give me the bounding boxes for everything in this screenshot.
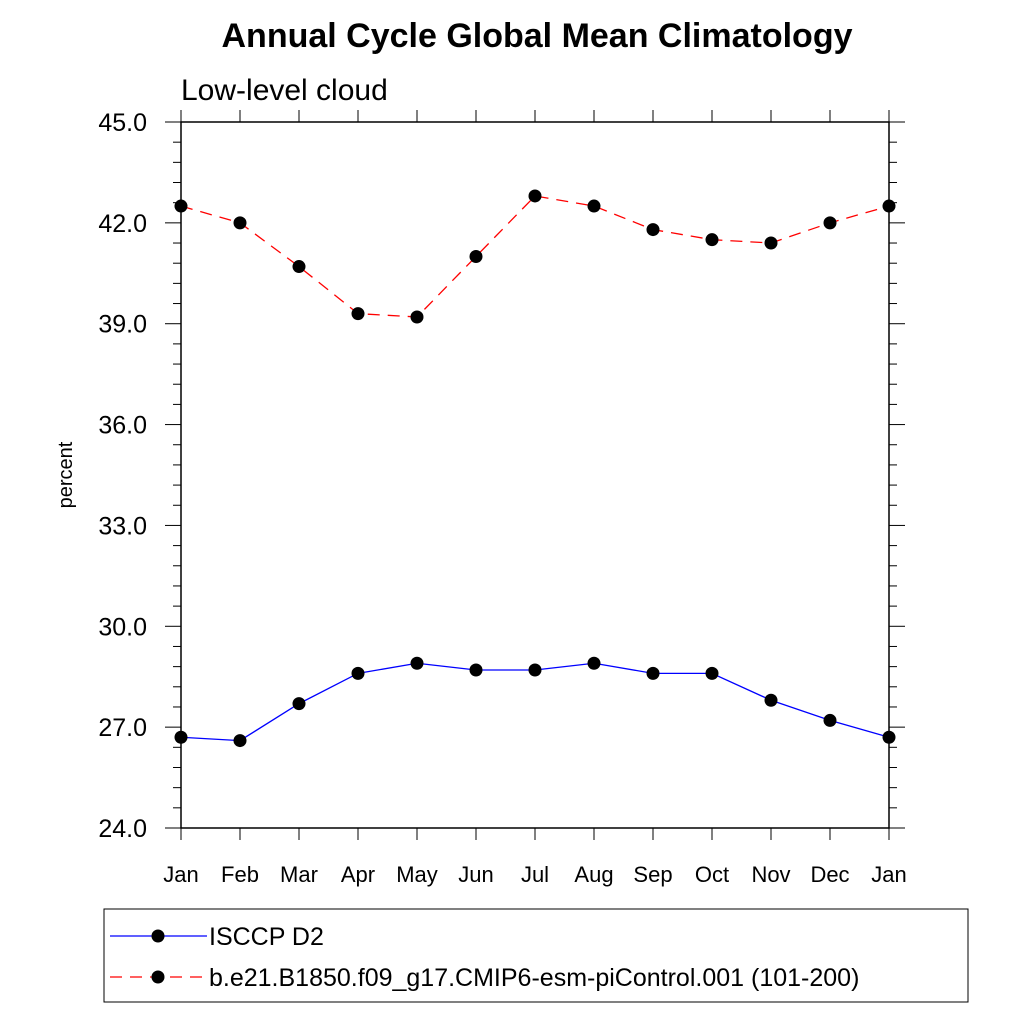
data-point-series-2: [823, 216, 837, 230]
data-point-series-2: [410, 310, 424, 324]
y-tick-label: 24.0: [98, 815, 147, 843]
y-tick-label: 42.0: [98, 210, 147, 238]
x-tick-label: Dec: [810, 862, 849, 887]
data-point-series-2: [174, 199, 188, 213]
data-point-series-2: [764, 236, 778, 250]
plot-frame: [180, 121, 890, 829]
legend-label-2: b.e21.B1850.f09_g17.CMIP6-esm-piControl.…: [209, 964, 859, 992]
x-tick-label: Oct: [695, 862, 729, 887]
legend-label-1: ISCCP D2: [209, 923, 324, 951]
x-axis-ticks: Jan Feb Mar Apr May Jun Jul Aug Sep Oct Nov Dec Jan: [163, 110, 907, 887]
x-tick-label: Feb: [221, 862, 259, 887]
data-point-series-1: [410, 656, 424, 670]
data-point-series-2: [646, 223, 660, 237]
x-tick-label: Apr: [341, 862, 375, 887]
x-tick-label: Jun: [458, 862, 493, 887]
x-tick-label: May: [396, 862, 438, 887]
data-point-series-2: [292, 260, 306, 274]
x-tick-label: Nov: [751, 862, 790, 887]
y-tick-label: 30.0: [98, 613, 147, 641]
x-tick-label: Jul: [521, 862, 549, 887]
data-point-series-1: [705, 666, 719, 680]
data-point-series-1: [587, 656, 601, 670]
data-point-series-2: [233, 216, 247, 230]
x-tick-label: Mar: [280, 862, 318, 887]
legend: ISCCP D2 b.e21.B1850.f09_g17.CMIP6-esm-pi…: [110, 923, 859, 992]
x-tick-label: Jan: [871, 862, 906, 887]
data-point-series-1: [292, 697, 306, 711]
chart-title: Annual Cycle Global Mean Climatology: [222, 17, 853, 55]
data-point-series-1: [764, 693, 778, 707]
x-tick-label: Aug: [574, 862, 613, 887]
legend-marker-2: [151, 970, 165, 984]
data-point-series-2: [351, 307, 365, 321]
data-point-series-1: [469, 663, 483, 677]
series-lines: [180, 195, 890, 742]
legend-marker-1: [151, 929, 165, 943]
series-points: [174, 189, 896, 748]
chart-subtitle: Low-level cloud: [181, 74, 388, 107]
data-point-series-2: [882, 199, 896, 213]
data-point-series-1: [646, 666, 660, 680]
data-point-series-2: [705, 233, 719, 247]
data-point-series-1: [823, 713, 837, 727]
y-tick-label: 33.0: [98, 512, 147, 540]
data-point-series-1: [528, 663, 542, 677]
data-point-series-1: [174, 730, 188, 744]
y-axis-label: percent: [55, 441, 77, 508]
y-tick-label: 27.0: [98, 714, 147, 742]
data-point-series-2: [587, 199, 601, 213]
series-line-2: [180, 195, 890, 318]
x-tick-label: Jan: [163, 862, 198, 887]
y-tick-label: 39.0: [98, 311, 147, 339]
data-point-series-2: [469, 249, 483, 263]
data-point-series-1: [351, 666, 365, 680]
data-point-series-2: [528, 189, 542, 203]
x-tick-label: Sep: [633, 862, 672, 887]
data-point-series-1: [233, 734, 247, 748]
data-point-series-1: [882, 730, 896, 744]
y-axis-ticks: 24.0 27.0 30.0 33.0 36.0 39.0 42.0 45.0: [98, 109, 905, 843]
y-tick-label: 45.0: [98, 109, 147, 137]
y-tick-label: 36.0: [98, 412, 147, 440]
legend-box: [103, 908, 969, 1003]
